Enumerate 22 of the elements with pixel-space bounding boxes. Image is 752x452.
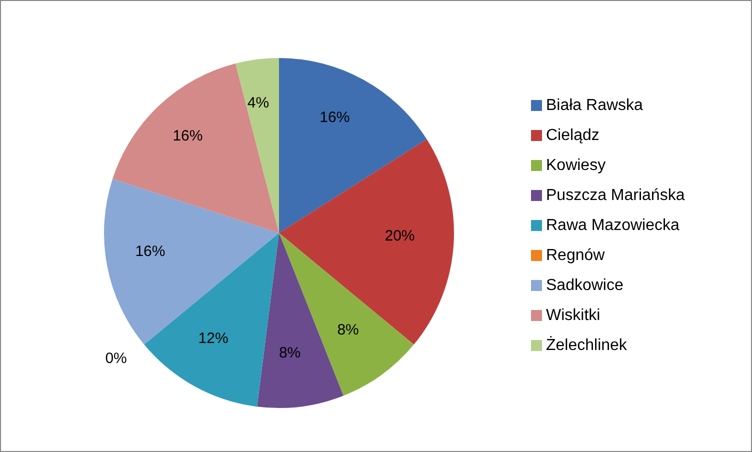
text: 0% — [105, 350, 127, 368]
pie-slice — [112, 64, 279, 233]
legend-label: Biała Rawska — [546, 97, 643, 114]
data-label: 8% — [337, 321, 359, 338]
data-label: 12% — [198, 330, 228, 347]
data-label: 16% — [135, 243, 166, 260]
legend-label: Żelechlinek — [546, 337, 627, 354]
data-label: 16% — [172, 128, 203, 145]
data-label: 16% — [320, 109, 350, 126]
legend-label: Regnów — [546, 247, 605, 264]
pie-slice — [235, 58, 279, 233]
data-label: 8% — [278, 344, 301, 362]
data-label: 4% — [247, 94, 270, 112]
legend-label: Kowiesy — [546, 157, 606, 174]
pie-slice — [279, 139, 454, 345]
legend-label: Cielądz — [546, 127, 600, 144]
legend-label: Sadkowice — [546, 277, 624, 294]
pie-slice — [104, 178, 279, 345]
legend-label: Wiskitki — [546, 307, 600, 324]
legend-label: Puszcza Mariańska — [546, 187, 685, 204]
data-label: 20% — [384, 227, 415, 244]
legend-label: Rawa Mazowiecka — [546, 217, 680, 234]
